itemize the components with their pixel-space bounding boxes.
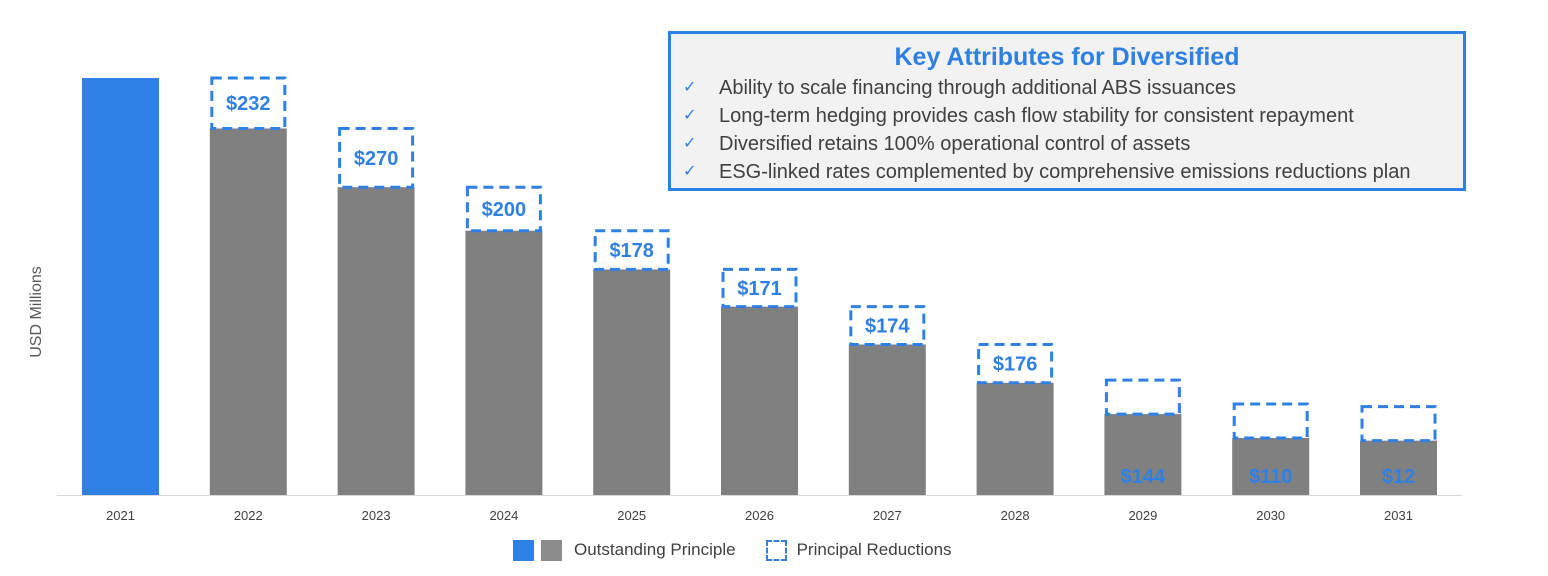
reduction-box-2022 bbox=[210, 76, 287, 130]
key-attribute-item: ✓ Diversified retains 100% operational c… bbox=[671, 130, 1463, 158]
outstanding-bar-2027 bbox=[848, 344, 926, 495]
key-attribute-text: Ability to scale financing through addit… bbox=[719, 77, 1236, 99]
outstanding-bar-2023 bbox=[337, 187, 415, 496]
outstanding-bar-2026 bbox=[721, 306, 798, 495]
key-attributes-list: ✓ Ability to scale financing through add… bbox=[671, 74, 1463, 186]
legend-swatch-blue bbox=[513, 539, 534, 561]
x-tick-label-2021: 2021 bbox=[106, 508, 135, 523]
legend-swatch-dashed bbox=[765, 539, 787, 561]
key-attribute-text: Long-term hedging provides cash flow sta… bbox=[719, 105, 1354, 127]
outstanding-bar-2029 bbox=[1104, 414, 1182, 495]
outstanding-bar-2028 bbox=[976, 382, 1054, 495]
reduction-label-2025: $178 bbox=[609, 240, 654, 262]
legend-label-reductions: Principal Reductions bbox=[796, 540, 952, 559]
check-icon: ✓ bbox=[683, 163, 697, 180]
outstanding-bar-2024 bbox=[465, 230, 543, 495]
key-attribute-item: ✓ ESG-linked rates complemented by compr… bbox=[671, 158, 1463, 186]
check-icon: ✓ bbox=[683, 79, 697, 96]
check-icon: ✓ bbox=[683, 107, 697, 124]
reduction-box-2027 bbox=[849, 305, 926, 346]
reduction-box-2025 bbox=[593, 229, 670, 271]
x-tick-label-2031: 2031 bbox=[1384, 508, 1413, 523]
x-tick-label-2025: 2025 bbox=[617, 508, 646, 523]
outstanding-bar-2021 bbox=[82, 78, 159, 495]
reduction-box-2026 bbox=[721, 267, 798, 309]
reduction-label-2031: $12 bbox=[1382, 466, 1415, 488]
x-tick-label-2024: 2024 bbox=[489, 508, 518, 523]
key-attribute-item: ✓ Long-term hedging provides cash flow s… bbox=[671, 102, 1463, 130]
outstanding-bar-2031 bbox=[1360, 440, 1437, 495]
x-tick-label-2029: 2029 bbox=[1128, 508, 1157, 523]
reduction-label-2023: $270 bbox=[354, 148, 399, 170]
reduction-label-2028: $176 bbox=[993, 354, 1038, 376]
reduction-box-2030 bbox=[1232, 402, 1309, 440]
reduction-label-2029: $144 bbox=[1121, 466, 1166, 488]
x-tick-label-2027: 2027 bbox=[873, 508, 902, 523]
reduction-box-2028 bbox=[977, 342, 1054, 385]
reduction-box-2029 bbox=[1104, 378, 1181, 416]
chart-legend: Outstanding Principle Principal Reductio… bbox=[513, 538, 952, 562]
reduction-label-2026: $171 bbox=[737, 278, 782, 300]
y-axis-label: USD Millions bbox=[28, 266, 45, 358]
x-tick-label-2028: 2028 bbox=[1001, 508, 1030, 523]
x-tick-label-2030: 2030 bbox=[1256, 508, 1285, 523]
key-attributes-title: Key Attributes for Diversified bbox=[894, 43, 1240, 71]
reduction-label-2027: $174 bbox=[865, 316, 910, 338]
reduction-box-2031 bbox=[1360, 405, 1437, 443]
reduction-box-2023 bbox=[338, 126, 415, 189]
legend-label-outstanding: Outstanding Principle bbox=[574, 540, 736, 559]
reduction-box-2024 bbox=[465, 185, 542, 233]
x-tick-label-2022: 2022 bbox=[234, 508, 263, 523]
reduction-label-2024: $200 bbox=[482, 199, 527, 221]
x-tick-label-2026: 2026 bbox=[745, 508, 774, 523]
key-attributes-box: Key Attributes for Diversified ✓ Ability… bbox=[668, 31, 1466, 191]
key-attribute-item: ✓ Ability to scale financing through add… bbox=[671, 74, 1463, 102]
reduction-label-2022: $232 bbox=[226, 93, 271, 115]
key-attribute-text: ESG-linked rates complemented by compreh… bbox=[719, 161, 1411, 183]
outstanding-bar-2030 bbox=[1232, 438, 1310, 495]
outstanding-bar-2022 bbox=[209, 128, 287, 495]
key-attribute-text: Diversified retains 100% operational con… bbox=[719, 133, 1191, 155]
x-tick-label-2023: 2023 bbox=[362, 508, 391, 523]
outstanding-bar-2025 bbox=[593, 269, 671, 495]
legend-swatch-gray bbox=[541, 539, 562, 561]
check-icon: ✓ bbox=[683, 135, 697, 152]
reduction-label-2030: $110 bbox=[1249, 466, 1292, 488]
